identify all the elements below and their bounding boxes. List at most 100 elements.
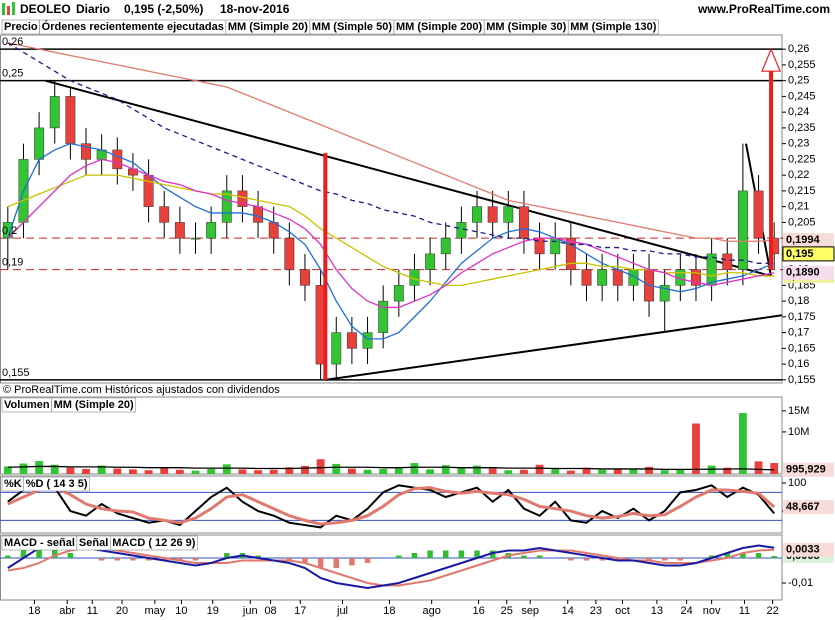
x-tick-label: 22 [766, 605, 778, 617]
logo-bar [12, 2, 15, 15]
bar [363, 469, 372, 474]
x-tick-label: 25 [501, 605, 513, 617]
bar [113, 468, 122, 474]
bar [36, 543, 42, 558]
series-line [7, 142, 775, 340]
bar [583, 558, 590, 561]
bar [97, 465, 106, 474]
x-tick-label: 16 [472, 605, 484, 617]
bar [191, 470, 200, 474]
candle-body [393, 285, 404, 302]
bar [551, 468, 560, 474]
y-tick-label: 0,22 [788, 169, 809, 181]
bar [427, 550, 433, 558]
bar [708, 555, 715, 558]
series-line [7, 541, 775, 590]
x-tick-label: sep [521, 605, 539, 617]
bar [255, 555, 261, 558]
series-line [7, 42, 775, 264]
x-tick-label: 17 [294, 605, 306, 617]
bar [302, 558, 308, 563]
candle-body [440, 237, 451, 255]
site: www.ProRealTime.com [697, 2, 830, 16]
x-tick-label: 11 [739, 605, 750, 617]
bar [661, 558, 668, 561]
candle-body [81, 143, 91, 160]
legend-item: Órdenes recientemente ejecutadas [42, 20, 224, 33]
candle-body [190, 237, 201, 240]
bar [3, 466, 12, 474]
bar [349, 558, 355, 566]
bar [67, 553, 74, 558]
bar [130, 558, 136, 561]
series-line [7, 465, 775, 471]
bar [19, 463, 28, 474]
x-tick-label: jun [242, 605, 258, 617]
last-value-label-box [783, 542, 834, 557]
bar [582, 467, 591, 474]
bar [396, 555, 402, 558]
bar [676, 468, 685, 474]
y-tick-label: 0,155 [788, 374, 816, 386]
legend-item: MACD - señal [4, 537, 75, 549]
bar [222, 464, 231, 474]
level-label: 0,25 [2, 68, 23, 80]
y-tick-label: 0,23 [788, 138, 809, 150]
bar [566, 470, 575, 474]
candle-body [581, 269, 592, 286]
candle-body [456, 222, 467, 239]
level-label: 0,2 [2, 225, 17, 237]
legend-item: MACD ( 12 26 9) [112, 537, 195, 549]
series-line [7, 486, 776, 526]
legend-item: %D ( 14 3 5) [26, 478, 88, 490]
legend-box [51, 397, 137, 413]
symbol: DEOLEO [20, 2, 71, 16]
bar [129, 469, 137, 474]
x-tick-label: abr [59, 605, 75, 617]
candle-body [159, 206, 170, 223]
x-tick-label: 14 [562, 605, 574, 617]
candle-body [221, 190, 232, 223]
legend-item: Señal [79, 537, 108, 549]
bar [473, 465, 481, 474]
note: © ProRealTime.com Históricos ajustados c… [3, 384, 280, 396]
x-tick-label: 19 [207, 605, 219, 617]
y-tick-label: 10M [788, 426, 809, 438]
legend-item: MM (Simple 130) [570, 21, 657, 33]
last-value-label-box [783, 499, 834, 514]
panel [0, 34, 783, 384]
bar [443, 550, 449, 558]
bar [347, 468, 356, 474]
x-tick-label: 08 [264, 605, 276, 617]
candle-body [34, 127, 45, 160]
bar [411, 553, 418, 558]
bar [613, 469, 622, 474]
bar [177, 558, 183, 561]
candle-body [487, 206, 498, 223]
bar [114, 558, 121, 561]
x-tick-label: oct [615, 605, 630, 617]
bar [536, 555, 543, 558]
y-tick-label: 0,165 [788, 342, 816, 354]
price-label: 0,195 [786, 248, 814, 260]
candle-body [49, 96, 60, 129]
bar [410, 463, 419, 474]
y-tick-label: 0,18 [788, 295, 809, 307]
candle-body [206, 222, 217, 239]
quote: 0,195 (-2,50%) [124, 2, 203, 16]
logo-bar [7, 6, 10, 15]
bar [254, 470, 262, 474]
bar [660, 470, 669, 474]
candle-body [753, 190, 764, 239]
last-value-label: 0,1994 [786, 234, 821, 246]
y-tick-label: 0,225 [788, 153, 816, 165]
legend-box [109, 535, 198, 551]
last-value-label: 48,667 [786, 501, 820, 513]
y-tick-label: 0,25 [788, 75, 809, 87]
bar [316, 459, 325, 474]
x-tick-label: 13 [651, 605, 663, 617]
last-value-label: 0,0033 [786, 544, 820, 556]
trend-line [325, 314, 782, 381]
legend-item: MM (Simple 20) [228, 21, 308, 33]
y-tick-label: 0,175 [788, 311, 816, 323]
